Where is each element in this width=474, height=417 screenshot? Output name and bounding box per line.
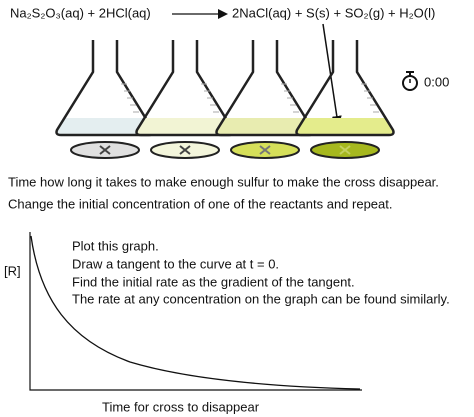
cross bbox=[259, 145, 271, 155]
equation-products: 2NaCl(aq) + S(s) + SO₂(g) + H₂O(l) bbox=[232, 5, 435, 20]
cross bbox=[339, 145, 351, 155]
liquid bbox=[56, 118, 154, 135]
y-axis-label: [R] bbox=[4, 263, 21, 278]
liquid bbox=[216, 118, 314, 135]
instruction: Change the initial concentration of one … bbox=[8, 196, 392, 211]
axes bbox=[29, 232, 362, 391]
timer-display: 0:00 bbox=[424, 74, 449, 89]
graph-note: Plot this graph. bbox=[72, 238, 159, 253]
liquid bbox=[136, 118, 234, 135]
cross bbox=[99, 145, 111, 155]
graph-note: Draw a tangent to the curve at t = 0. bbox=[72, 256, 279, 271]
x-axis-label: Time for cross to disappear bbox=[102, 399, 260, 414]
equation-reactants: Na₂S₂O₃(aq) + 2HCl(aq) bbox=[10, 5, 151, 20]
decay-curve bbox=[30, 235, 361, 390]
stopwatch bbox=[402, 71, 418, 91]
liquid bbox=[296, 118, 394, 135]
cross bbox=[179, 145, 191, 155]
graph: [R] Time for cross to disappear Plot thi… bbox=[4, 232, 450, 414]
flasks bbox=[55, 40, 395, 159]
flask bbox=[295, 40, 395, 137]
graph-note: Find the initial rate as the gradient of… bbox=[72, 274, 355, 289]
instruction: Time how long it takes to make enough su… bbox=[8, 174, 439, 189]
graph-note: The rate at any concentration on the gra… bbox=[72, 291, 450, 306]
